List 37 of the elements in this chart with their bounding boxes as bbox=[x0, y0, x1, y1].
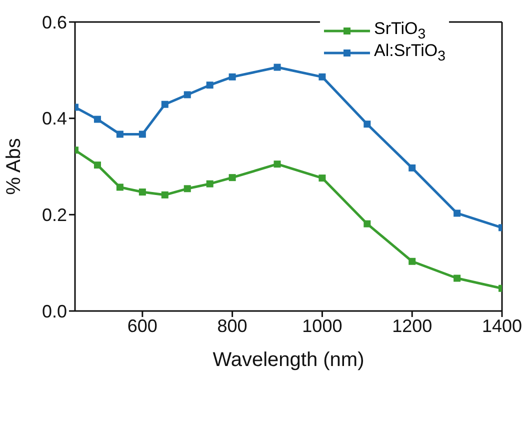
point bbox=[94, 162, 101, 169]
point bbox=[161, 100, 168, 108]
point bbox=[364, 120, 371, 128]
y-tick-label: 0.6 bbox=[42, 12, 67, 32]
point bbox=[94, 116, 101, 123]
point bbox=[206, 82, 214, 89]
point bbox=[228, 174, 236, 182]
x-tick-label: 600 bbox=[127, 316, 158, 336]
point bbox=[138, 130, 146, 138]
point bbox=[408, 164, 416, 172]
point bbox=[408, 258, 416, 265]
point bbox=[274, 64, 281, 71]
x-axis-title: Wavelength (nm) bbox=[212, 349, 364, 371]
legend-label: SrTiO$_{3}$ bbox=[374, 19, 426, 43]
x-tick-label: 1200 bbox=[392, 316, 432, 336]
point bbox=[274, 160, 281, 168]
y-axis-title: % Abs bbox=[3, 138, 26, 195]
x-tick-label: 1400 bbox=[482, 316, 522, 336]
point bbox=[184, 185, 191, 192]
point bbox=[364, 220, 371, 228]
point bbox=[318, 174, 326, 182]
y-tick-label: 0.2 bbox=[42, 205, 67, 226]
point bbox=[318, 73, 326, 80]
legend-label: Al:SrTiO$_{3}$ bbox=[374, 41, 446, 65]
point bbox=[206, 180, 214, 188]
y-tick-label: 0.0 bbox=[42, 301, 67, 322]
point bbox=[116, 184, 124, 191]
y-tick-label: 0.4 bbox=[42, 108, 67, 129]
point bbox=[161, 191, 168, 198]
point bbox=[454, 210, 461, 217]
point bbox=[454, 274, 461, 282]
point bbox=[116, 130, 124, 138]
point bbox=[184, 91, 191, 98]
x-tick-label: 1000 bbox=[302, 316, 342, 336]
point bbox=[138, 188, 146, 196]
x-tick-label: 800 bbox=[217, 316, 248, 336]
point bbox=[228, 73, 236, 80]
